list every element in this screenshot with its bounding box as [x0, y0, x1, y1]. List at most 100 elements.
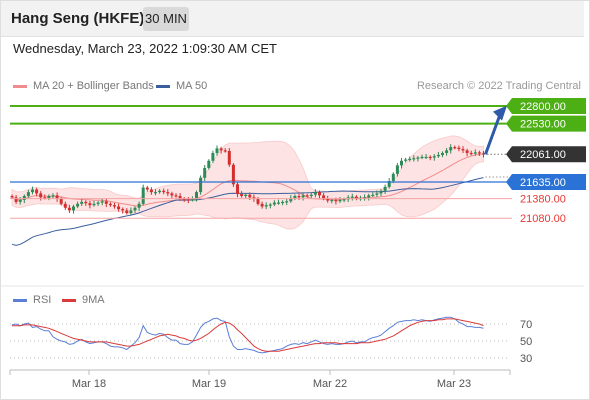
candle — [195, 192, 198, 200]
timeframe-button[interactable]: 30 MIN — [143, 7, 189, 31]
chart-header: Hang Seng (HKFE) 30 MIN — [0, 0, 584, 37]
candle — [211, 152, 215, 161]
candle — [334, 199, 338, 202]
legend-ma20: MA 20 + Bollinger Bands — [13, 80, 154, 92]
candle — [190, 199, 194, 201]
price-level-tag — [506, 98, 586, 114]
ma50-line — [11, 177, 484, 246]
candle — [256, 198, 260, 204]
candle — [293, 196, 297, 198]
legend-ma50: MA 50 — [156, 80, 207, 92]
candle — [326, 198, 330, 201]
candle — [449, 147, 453, 151]
forecast-arrowhead — [493, 105, 507, 121]
candle — [55, 195, 59, 199]
candle — [170, 193, 174, 196]
candle — [301, 195, 305, 198]
rsi-line — [11, 316, 484, 354]
candle — [408, 158, 412, 161]
candle — [100, 201, 104, 203]
price-level-label: 22800.00 — [520, 101, 566, 113]
price-level-tag — [506, 146, 586, 163]
candle — [133, 207, 137, 211]
candle — [272, 202, 276, 205]
ma20-line — [11, 153, 484, 207]
candle — [108, 203, 112, 206]
forecast-arrow — [484, 114, 502, 155]
candle — [215, 148, 219, 153]
candle — [416, 157, 420, 159]
candle — [67, 207, 71, 211]
credit-text: Research © 2022 Trading Central — [416, 80, 581, 92]
rsi-ma-swatch — [62, 298, 76, 302]
candle — [149, 189, 153, 193]
candle — [117, 206, 121, 210]
candle — [26, 192, 30, 197]
candle — [477, 152, 481, 154]
candle — [461, 149, 465, 151]
candle — [219, 148, 223, 151]
candle — [203, 167, 207, 178]
candle — [428, 156, 432, 159]
candle — [47, 196, 51, 198]
candle — [199, 177, 203, 193]
instrument-title: Hang Seng (HKFE) — [11, 10, 145, 27]
candle — [432, 156, 436, 158]
rsi-tick-label: 50 — [520, 336, 532, 348]
candle — [104, 201, 108, 204]
candle — [35, 189, 39, 194]
candle — [342, 199, 346, 201]
ma50-swatch — [156, 84, 170, 88]
candle — [387, 181, 391, 187]
candle — [338, 199, 342, 202]
candle — [441, 152, 444, 155]
candle — [186, 199, 190, 201]
candle — [277, 202, 280, 204]
x-tick-label: Mar 22 — [313, 378, 347, 390]
candle — [76, 203, 80, 207]
candle — [400, 160, 403, 166]
candle — [309, 194, 313, 197]
candle — [350, 196, 354, 198]
candle — [63, 203, 67, 208]
price-level-label: 22530.00 — [520, 119, 566, 131]
candle — [88, 203, 92, 206]
candle — [92, 203, 96, 206]
candle — [166, 192, 170, 194]
candle — [43, 197, 47, 199]
candle — [465, 150, 469, 153]
price-level-label: 21635.00 — [520, 177, 566, 189]
candle — [129, 210, 133, 213]
candle — [383, 186, 387, 191]
candle — [305, 195, 309, 197]
candle — [158, 190, 162, 193]
candle — [39, 193, 43, 198]
candle — [395, 165, 399, 174]
candle — [182, 198, 186, 200]
candle — [424, 156, 428, 159]
candle — [59, 198, 63, 204]
candle — [260, 203, 264, 207]
x-tick-label: Mar 18 — [72, 378, 106, 390]
rsi-swatch — [13, 298, 27, 302]
candle — [80, 201, 84, 204]
candle — [354, 196, 358, 199]
candle — [289, 197, 293, 202]
candle — [404, 159, 408, 161]
candle — [244, 194, 248, 197]
candle — [436, 154, 440, 157]
candle — [22, 196, 26, 200]
candle — [10, 196, 14, 198]
ma20-label: MA 20 + Bollinger Bands — [33, 80, 154, 92]
candle — [174, 195, 178, 197]
candle — [154, 192, 157, 194]
ma20-swatch — [13, 84, 27, 88]
candle — [445, 150, 449, 153]
legend-rsi: RSI — [13, 294, 51, 306]
candle — [125, 210, 129, 213]
candle — [248, 194, 252, 198]
candle — [145, 187, 149, 190]
candle — [285, 201, 289, 203]
candle — [297, 196, 301, 198]
candle — [457, 147, 461, 150]
